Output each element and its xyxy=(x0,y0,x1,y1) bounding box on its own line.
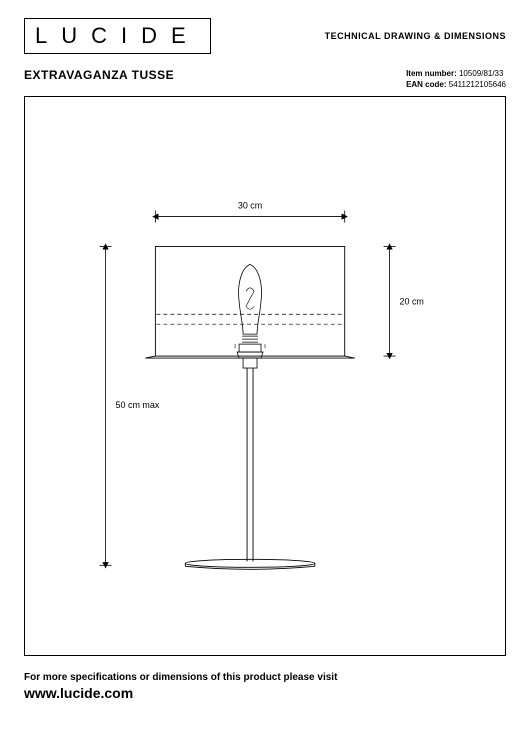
logo-text: LUCIDE xyxy=(35,23,200,48)
subheader: EXTRAVAGANZA TUSSE Item number: 10509/81… xyxy=(24,68,506,90)
brand-logo: LUCIDE xyxy=(24,18,211,54)
dim-total-height-label: 50 cm max xyxy=(116,400,160,410)
ean-label: EAN code: xyxy=(406,80,446,89)
lamp-stem xyxy=(247,368,253,561)
page-title: TECHNICAL DRAWING & DIMENSIONS xyxy=(325,31,506,41)
item-number-label: Item number: xyxy=(406,69,457,78)
dim-width-label: 30 cm xyxy=(238,201,262,211)
ean-value: 5411212105646 xyxy=(449,80,506,89)
dim-shade-height: 20 cm xyxy=(384,247,424,357)
lamp-bulb xyxy=(239,265,262,343)
dim-width: 30 cm xyxy=(155,201,344,223)
dim-total-height: 50 cm max xyxy=(100,247,160,566)
footer-text: For more specifications or dimensions of… xyxy=(24,672,506,683)
item-number-row: Item number: 10509/81/33 xyxy=(406,68,506,79)
product-meta: Item number: 10509/81/33 EAN code: 54112… xyxy=(406,68,506,90)
ean-row: EAN code: 5411212105646 xyxy=(406,79,506,90)
drawing-frame: 30 cm 50 cm max 20 cm xyxy=(24,96,506,656)
lamp-shade xyxy=(145,247,354,359)
lamp-base xyxy=(185,560,315,570)
dim-shade-height-label: 20 cm xyxy=(400,297,424,307)
product-name: EXTRAVAGANZA TUSSE xyxy=(24,68,174,82)
header: LUCIDE TECHNICAL DRAWING & DIMENSIONS xyxy=(24,18,506,54)
technical-drawing: 30 cm 50 cm max 20 cm xyxy=(25,97,505,655)
footer-url: www.lucide.com xyxy=(24,685,506,701)
item-number-value: 10509/81/33 xyxy=(459,69,504,78)
